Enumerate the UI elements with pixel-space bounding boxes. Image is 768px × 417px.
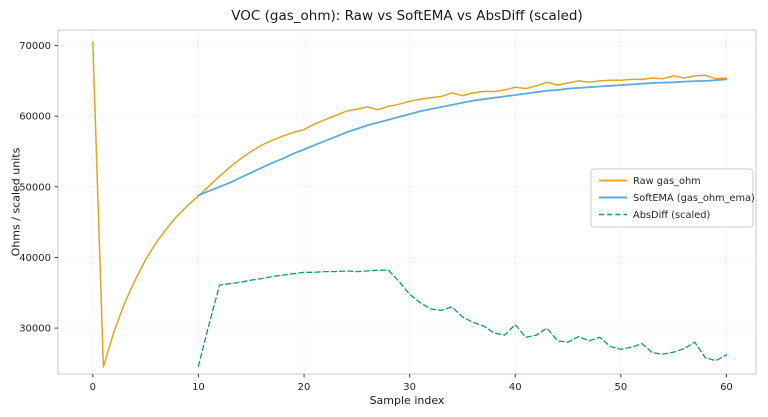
x-tick-label: 50 [614,382,627,393]
y-tick-label: 60000 [19,112,51,123]
x-tick-label: 10 [192,382,205,393]
x-axis-label: Sample index [369,394,445,407]
x-tick-label: 30 [403,382,416,393]
y-tick-label: 30000 [19,324,51,335]
series-line-1 [197,78,728,197]
y-tick-label: 50000 [19,182,51,193]
x-tick-label: 60 [720,382,733,393]
x-tick-label: 20 [298,382,311,393]
y-tick-label: 70000 [19,41,51,52]
plot-border [57,29,757,375]
x-tick-label: 40 [509,382,522,393]
series-line-2 [197,269,728,367]
legend-box [590,168,754,228]
legend-label-0: Raw gas_ohm [633,176,701,187]
x-tick-label: 0 [90,382,96,393]
legend-label-1: SoftEMA (gas_ohm_ema) [633,193,755,204]
chart-title: VOC (gas_ohm): Raw vs SoftEMA vs AbsDiff… [231,8,583,24]
y-tick-label: 40000 [19,253,51,264]
legend-label-2: AbsDiff (scaled) [633,210,710,221]
